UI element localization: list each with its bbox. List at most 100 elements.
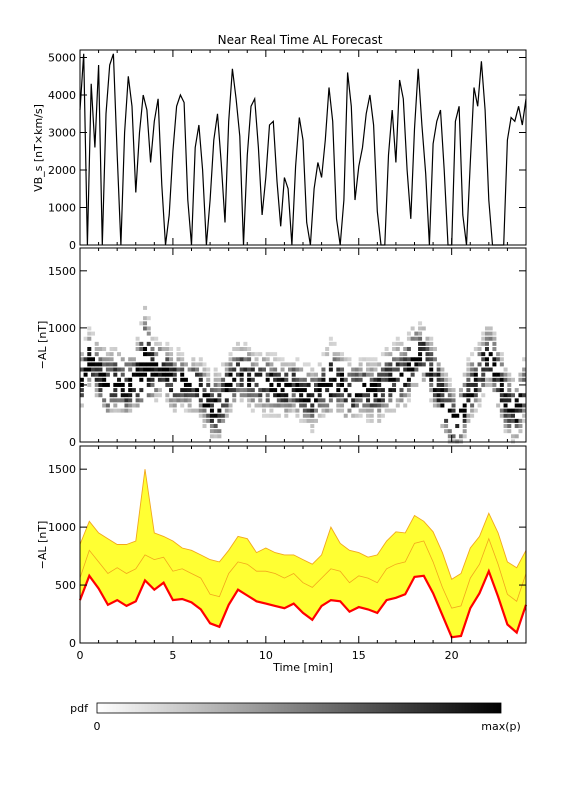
pdf-cell (150, 377, 155, 382)
pdf-cell (180, 398, 185, 403)
pdf-cell (295, 367, 300, 372)
pdf-cell (447, 377, 452, 382)
pdf-cell (373, 393, 378, 398)
pdf-cell (377, 382, 382, 387)
pdf-cell (91, 357, 96, 362)
pdf-cell (109, 346, 114, 351)
pdf-cell (440, 398, 445, 403)
pdf-cell (351, 372, 356, 377)
pdf-cell (217, 388, 222, 393)
pdf-cell (325, 388, 330, 393)
pdf-cell (380, 388, 385, 393)
pdf-cell (488, 336, 493, 341)
pdf-cell (146, 352, 151, 357)
pdf-cell (221, 382, 226, 387)
pdf-cell (499, 388, 504, 393)
pdf-cell (191, 362, 196, 367)
pdf-cell (510, 434, 515, 439)
pdf-cell (499, 372, 504, 377)
pdf-cell (418, 336, 423, 341)
pdf-cell (403, 403, 408, 408)
pdf-cell (250, 352, 255, 357)
pdf-cell (488, 382, 493, 387)
pdf-cell (492, 341, 497, 346)
pdf-cell (209, 408, 214, 413)
pdf-cell (522, 393, 527, 398)
pdf-cell (213, 413, 218, 418)
pdf-cell (165, 367, 170, 372)
pdf-cell (87, 346, 92, 351)
pdf-cell (347, 408, 352, 413)
pdf-cell (447, 398, 452, 403)
pdf-cell (120, 367, 125, 372)
pdf-cell (265, 362, 270, 367)
pdf-cell (362, 403, 367, 408)
pdf-cell (354, 367, 359, 372)
pdf-cell (369, 377, 374, 382)
pdf-cell (377, 403, 382, 408)
pdf-cell (484, 362, 489, 367)
pdf-cell (102, 403, 107, 408)
pdf-cell (447, 439, 452, 444)
pdf-cell (432, 372, 437, 377)
pdf-cell (332, 341, 337, 346)
pdf-cell (429, 352, 434, 357)
x-tick-label: 5 (169, 649, 176, 662)
pdf-cell (102, 398, 107, 403)
pdf-cell (477, 403, 482, 408)
pdf-cell (340, 398, 345, 403)
pdf-cell (176, 357, 181, 362)
pdf-cell (280, 388, 285, 393)
pdf-cell (139, 346, 144, 351)
al-forecast-frame (79, 445, 527, 644)
pdf-cell (377, 398, 382, 403)
pdf-cell (302, 408, 307, 413)
pdf-cell (377, 372, 382, 377)
pdf-cell (466, 382, 471, 387)
pdf-cell (243, 388, 248, 393)
pdf-cell (462, 382, 467, 387)
pdf-cell (425, 336, 430, 341)
pdf-cell (98, 388, 103, 393)
pdf-cell (321, 408, 326, 413)
pdf-cell (306, 398, 311, 403)
pdf-cell (369, 413, 374, 418)
pdf-cell (496, 372, 501, 377)
pdf-cell (228, 352, 233, 357)
pdf-cell (496, 377, 501, 382)
pdf-cell (280, 398, 285, 403)
pdf-cell (280, 367, 285, 372)
pdf-cell (128, 388, 133, 393)
pdf-cell (440, 367, 445, 372)
pdf-cell (325, 382, 330, 387)
pdf-cell (458, 439, 463, 444)
pdf-cell (462, 434, 467, 439)
pdf-cell (273, 372, 278, 377)
pdf-cell (135, 393, 140, 398)
pdf-cell (284, 398, 289, 403)
pdf-cell (362, 408, 367, 413)
pdf-cell (425, 346, 430, 351)
pdf-cell (165, 352, 170, 357)
pdf-cell (295, 388, 300, 393)
pdf-cell (518, 377, 523, 382)
pdf-cell (414, 336, 419, 341)
pdf-cell (128, 367, 133, 372)
pdf-cell (169, 357, 174, 362)
pdf-cell (388, 408, 393, 413)
pdf-cell (347, 372, 352, 377)
pdf-cell (224, 382, 229, 387)
pdf-cell (117, 398, 122, 403)
pdf-cell (403, 352, 408, 357)
pdf-cell (128, 393, 133, 398)
pdf-cell (280, 393, 285, 398)
pdf-cell (265, 388, 270, 393)
pdf-cell (302, 403, 307, 408)
pdf-cell (492, 336, 497, 341)
pdf-cell (406, 357, 411, 362)
pdf-cell (403, 393, 408, 398)
colorbar-label: pdf (70, 702, 89, 715)
pdf-cell (135, 346, 140, 351)
pdf-cell (276, 403, 281, 408)
pdf-cell (310, 393, 315, 398)
